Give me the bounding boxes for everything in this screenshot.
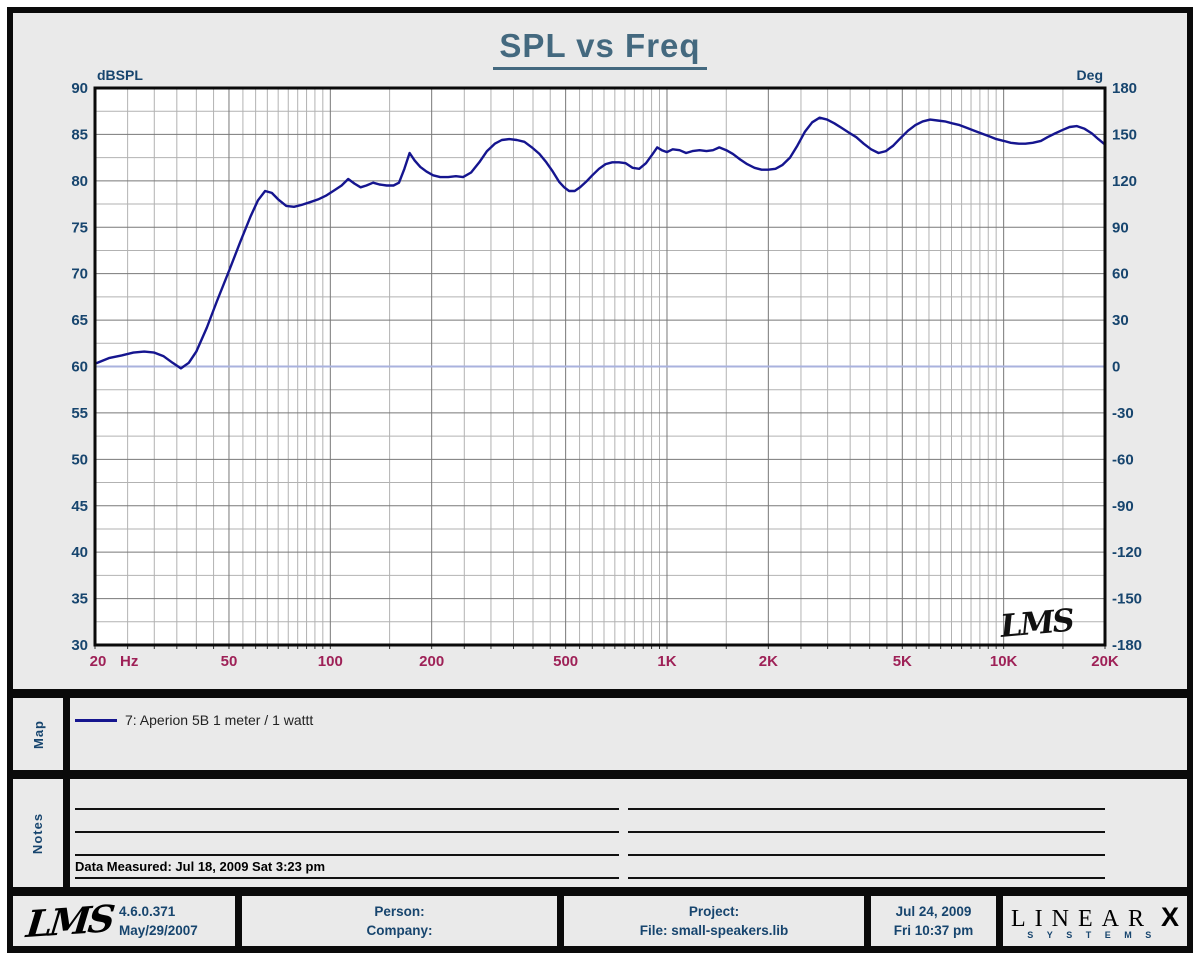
series-7: Aperion 5B 1 meter / 1 wattt xyxy=(93,116,1107,370)
y-left-tick-label: 35 xyxy=(71,591,88,608)
person-label: Person: xyxy=(374,904,425,919)
y-left-tick-label: 50 xyxy=(71,451,88,468)
company-label: Company: xyxy=(366,923,433,938)
y-left-tick-label: 45 xyxy=(71,498,88,515)
x-tick-label: 2K xyxy=(759,653,778,670)
notes-ruled-line xyxy=(75,831,619,833)
legend-label: 7: Aperion 5B 1 meter / 1 wattt xyxy=(125,712,314,728)
y-right-tick-label: -60 xyxy=(1112,451,1134,468)
y-right-tick-label: 180 xyxy=(1112,80,1137,97)
y-right-tick-label: -180 xyxy=(1112,637,1142,654)
notes-ruled-line xyxy=(628,831,1105,833)
y-left-tick-label: 30 xyxy=(71,637,88,654)
x-tick-label: 100 xyxy=(318,653,343,670)
spl-vs-freq-chart: dBSPL Deg 30 35 40 45 50 55 60 65 70 75 80 85 90 -180 -1… xyxy=(71,67,1142,670)
y-right-tick-label: 60 xyxy=(1112,266,1129,283)
footer-project-cell: Project: File: small-speakers.lib xyxy=(564,896,864,946)
print-date: Jul 24, 2009 xyxy=(895,904,972,919)
footer-logo-cell: LMS 4.6.0.371 May/29/2007 xyxy=(13,896,235,946)
notes-ruled-line xyxy=(75,808,619,810)
project-label: Project: xyxy=(688,904,740,919)
x-tick-label: 10K xyxy=(990,653,1018,670)
y-left-tick-label: 55 xyxy=(71,405,88,422)
map-panel: Map 7: Aperion 5B 1 meter / 1 wattt xyxy=(13,698,1187,770)
y-left-tick-label: 65 xyxy=(71,312,88,329)
notes-ruled-line xyxy=(75,854,619,856)
notes-ruled-line xyxy=(628,808,1105,810)
x-tick-label: 500 xyxy=(553,653,578,670)
y-left-tick-label: 85 xyxy=(71,126,88,143)
chart-title-text: SPL vs Freq xyxy=(493,27,707,70)
y-right-tick-label: 0 xyxy=(1112,359,1120,376)
notes-label: Notes xyxy=(30,812,46,854)
data-measured-text: Data Measured: Jul 18, 2009 Sat 3:23 pm xyxy=(75,859,326,874)
y-right-tick-label: 120 xyxy=(1112,173,1137,190)
notes-divider xyxy=(63,779,70,887)
x-axis-unit: Hz xyxy=(120,653,138,670)
y-left-tick-label: 90 xyxy=(71,80,88,97)
x-tick-label: 200 xyxy=(419,653,444,670)
notes-label-cell: Notes xyxy=(13,779,63,887)
map-label-cell: Map xyxy=(13,698,63,770)
software-version: 4.6.0.371 xyxy=(119,904,176,919)
x-tick-label: 50 xyxy=(221,653,238,670)
y-right-tick-label: 150 xyxy=(1112,126,1137,143)
chart-title: SPL vs Freq xyxy=(13,27,1187,70)
footer-divider xyxy=(557,896,564,946)
y-right-tick-label: -120 xyxy=(1112,544,1142,561)
notes-panel: Notes Data Measured: Jul 18, 2009 Sat 3:… xyxy=(13,779,1187,887)
map-label: Map xyxy=(30,719,46,749)
y-left-tick-label: 60 xyxy=(71,359,88,376)
x-tick-label: 1K xyxy=(657,653,676,670)
y-left-tick-label: 80 xyxy=(71,173,88,190)
notes-ruled-line xyxy=(628,877,1105,879)
y-right-tick-label: -30 xyxy=(1112,405,1134,422)
y-left-axis-title: dBSPL xyxy=(97,67,143,83)
y-left-tick-label: 75 xyxy=(71,219,88,236)
project-file: File: small-speakers.lib xyxy=(639,923,789,938)
chart-panel: SPL vs Freq dBSPL Deg 30 35 40 45 50 55 60 65 70 75… xyxy=(13,13,1187,689)
footer-divider xyxy=(235,896,242,946)
y-right-tick-label: -90 xyxy=(1112,498,1134,515)
notes-ruled-line xyxy=(628,854,1105,856)
software-version-date: May/29/2007 xyxy=(119,923,198,938)
footer-divider xyxy=(864,896,871,946)
notes-ruled-line xyxy=(75,877,619,879)
footer-date-cell: Jul 24, 2009 Fri 10:37 pm xyxy=(871,896,996,946)
y-right-tick-label: 90 xyxy=(1112,219,1129,236)
legend-item: 7: Aperion 5B 1 meter / 1 wattt xyxy=(75,712,313,728)
lms-logo: LMS xyxy=(24,896,115,947)
footer-brand-cell: LINEAR X SYSTEMS xyxy=(1003,896,1187,946)
x-tick-label: 20 xyxy=(90,653,107,670)
footer-person-cell: Person: Company: xyxy=(242,896,557,946)
y-left-tick-label: 70 xyxy=(71,266,88,283)
y-right-tick-label: -150 xyxy=(1112,591,1142,608)
footer-divider xyxy=(996,896,1003,946)
lms-watermark: LMS xyxy=(998,602,1076,644)
y-left-tick-label: 40 xyxy=(71,544,88,561)
linearx-x-mark: X xyxy=(1160,902,1179,932)
linearx-wordmark: LINEAR xyxy=(1011,906,1153,932)
footer-bar: LMS 4.6.0.371 May/29/2007 Person: Compan… xyxy=(13,896,1187,946)
linearx-systems-text: SYSTEMS xyxy=(1027,930,1165,940)
y-right-axis-title: Deg xyxy=(1077,67,1103,83)
y-right-tick-label: 30 xyxy=(1112,312,1129,329)
linearx-logo: LINEAR X SYSTEMS xyxy=(1011,902,1179,940)
x-tick-label: 5K xyxy=(893,653,912,670)
x-tick-label: 20K xyxy=(1091,653,1119,670)
legend-line-swatch xyxy=(75,718,117,722)
print-time: Fri 10:37 pm xyxy=(893,923,974,938)
map-divider xyxy=(63,698,70,770)
plot-border xyxy=(93,86,1107,647)
